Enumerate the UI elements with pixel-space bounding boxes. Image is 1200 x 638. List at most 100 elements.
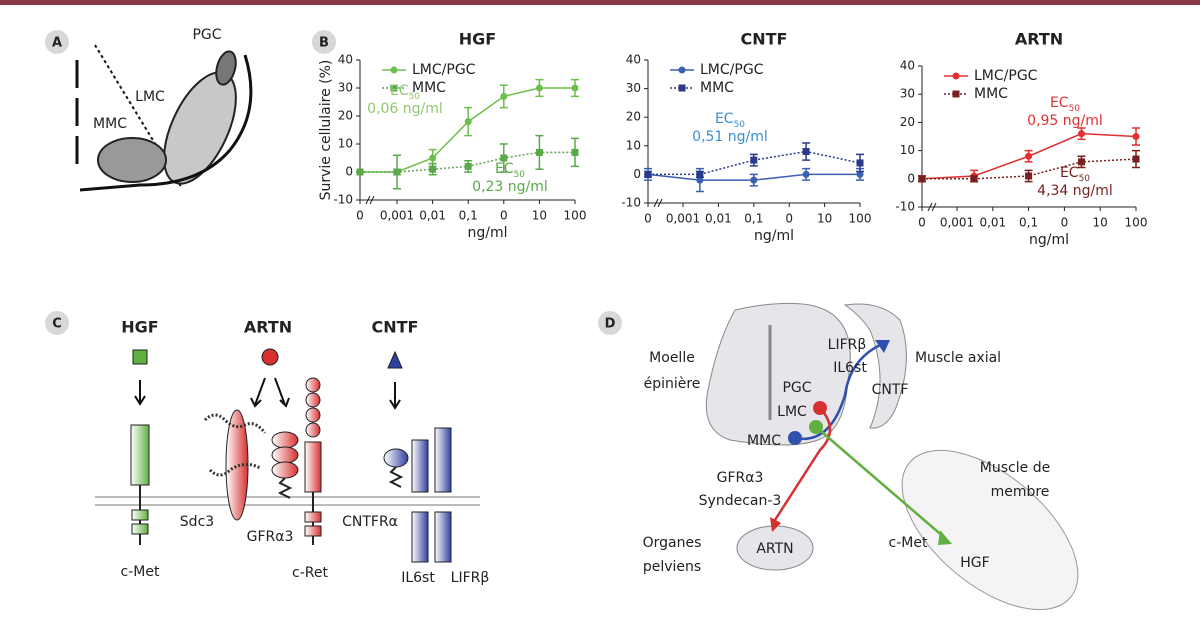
x-tick-label: 0 bbox=[1061, 216, 1069, 230]
point bbox=[856, 159, 864, 167]
ec50-value: 0,51 ng/ml bbox=[692, 129, 768, 145]
ec50-symbol: EC50 bbox=[390, 83, 420, 102]
legend-label: LMC/PGC bbox=[700, 62, 764, 78]
y-tick-label: 20 bbox=[900, 115, 915, 129]
ec50-text: EC bbox=[495, 161, 514, 177]
x-tick-label: 0,1 bbox=[459, 209, 478, 223]
legend-label: MMC bbox=[974, 86, 1008, 102]
legend-marker bbox=[390, 84, 398, 92]
label: Muscle axial bbox=[915, 350, 1001, 366]
ec50-symbol: EC50 bbox=[495, 161, 525, 180]
gpi-anchor bbox=[388, 466, 404, 488]
label-bg bbox=[45, 30, 69, 54]
label: HGF bbox=[960, 555, 989, 571]
lmc-label: LMC bbox=[135, 89, 165, 105]
ec50-symbol: EC50 bbox=[1050, 95, 1080, 114]
heparan-chains bbox=[203, 413, 267, 477]
c-met bbox=[130, 424, 150, 486]
c-ret bbox=[304, 441, 322, 493]
ec50-text: EC bbox=[390, 83, 409, 99]
y-tick-label: 40 bbox=[626, 53, 641, 67]
x-tick-label: 0 bbox=[785, 212, 793, 226]
x-axis-label: ng/ml bbox=[754, 228, 794, 244]
ec50-symbol: EC50 bbox=[1060, 165, 1090, 184]
y-tick-label: 20 bbox=[338, 109, 353, 123]
x-axis-label: ng/ml bbox=[467, 225, 507, 241]
legend-marker bbox=[952, 72, 960, 80]
y-tick-label: 20 bbox=[626, 110, 641, 124]
chart-title: HGF bbox=[459, 30, 496, 49]
point bbox=[464, 162, 472, 170]
panel-labels: A B C D bbox=[45, 30, 622, 335]
axon-mmc bbox=[794, 343, 881, 441]
x-tick-label: 0 bbox=[500, 209, 508, 223]
y-tick-label: 40 bbox=[338, 53, 353, 67]
legend-marker bbox=[678, 84, 686, 92]
ligand: ARTN bbox=[244, 318, 292, 337]
c-ret-kinase bbox=[304, 511, 322, 523]
hgf-icon bbox=[132, 349, 148, 365]
x-tick-label: 0,001 bbox=[666, 212, 700, 226]
chart-title: CNTF bbox=[741, 30, 788, 49]
point bbox=[429, 165, 437, 173]
label-bg bbox=[598, 311, 622, 335]
legend-marker bbox=[678, 66, 686, 74]
point bbox=[696, 170, 704, 178]
point bbox=[464, 118, 472, 126]
il6st bbox=[411, 511, 429, 563]
label: ARTN bbox=[756, 541, 793, 557]
arrow bbox=[134, 380, 146, 406]
panel-label: B bbox=[319, 36, 329, 51]
label: pelviens bbox=[643, 559, 701, 575]
panel-label: D bbox=[605, 317, 616, 332]
point bbox=[1025, 152, 1033, 160]
point bbox=[856, 170, 864, 178]
point bbox=[1025, 172, 1033, 180]
cord-outline bbox=[79, 54, 253, 192]
y-tick-label: 10 bbox=[626, 138, 641, 152]
x-tick-label: 0 bbox=[644, 212, 652, 226]
lifrb bbox=[434, 427, 452, 493]
x-tick-label: 0,01 bbox=[705, 212, 732, 226]
ec50-sub: 50 bbox=[1069, 104, 1081, 114]
point bbox=[918, 175, 926, 183]
x-axis-label: ng/ml bbox=[1029, 232, 1069, 248]
point bbox=[393, 168, 401, 176]
ec50-sub: 50 bbox=[409, 92, 421, 102]
panel-c: HGF ARTN CNTF c-Met Sdc3 GFRα3 c-Ret CNT… bbox=[95, 318, 490, 586]
x-tick-label: 0 bbox=[918, 216, 926, 230]
y-tick-label: 30 bbox=[338, 81, 353, 95]
axial-muscle bbox=[843, 303, 907, 429]
ec50-value: 4,34 ng/ml bbox=[1037, 183, 1113, 199]
panel-label: A bbox=[52, 36, 62, 51]
x-tick-label: 10 bbox=[1093, 216, 1108, 230]
y-tick-label: -10 bbox=[621, 196, 641, 210]
receptor-label: LIFRβ bbox=[451, 570, 490, 586]
pgc-pool bbox=[215, 50, 237, 86]
label: GFRα3 bbox=[717, 470, 764, 486]
gpi-anchor bbox=[277, 477, 293, 499]
ec50-value: 0,95 ng/ml bbox=[1027, 113, 1103, 129]
x-tick-label: 0,01 bbox=[419, 209, 446, 223]
label: c-Met bbox=[889, 535, 928, 551]
axis-break bbox=[365, 195, 375, 205]
y-tick-label: 0 bbox=[345, 165, 353, 179]
point bbox=[802, 170, 810, 178]
x-tick-label: 100 bbox=[1125, 216, 1148, 230]
legend-label: MMC bbox=[700, 80, 734, 96]
label: membre bbox=[991, 484, 1050, 500]
mmc-label: MMC bbox=[93, 116, 127, 132]
y-tick-label: 30 bbox=[626, 81, 641, 95]
label: LMC bbox=[777, 404, 807, 420]
point bbox=[802, 148, 810, 156]
cntfra bbox=[383, 448, 409, 468]
c-ret-domain bbox=[305, 422, 321, 438]
label: Moelle bbox=[649, 350, 695, 366]
axon-end bbox=[875, 340, 890, 353]
mmc-neuron bbox=[788, 431, 802, 445]
il6st bbox=[411, 439, 429, 493]
panel-d: Moelle épinière LIFRβ IL6st Muscle axial… bbox=[643, 302, 1079, 611]
